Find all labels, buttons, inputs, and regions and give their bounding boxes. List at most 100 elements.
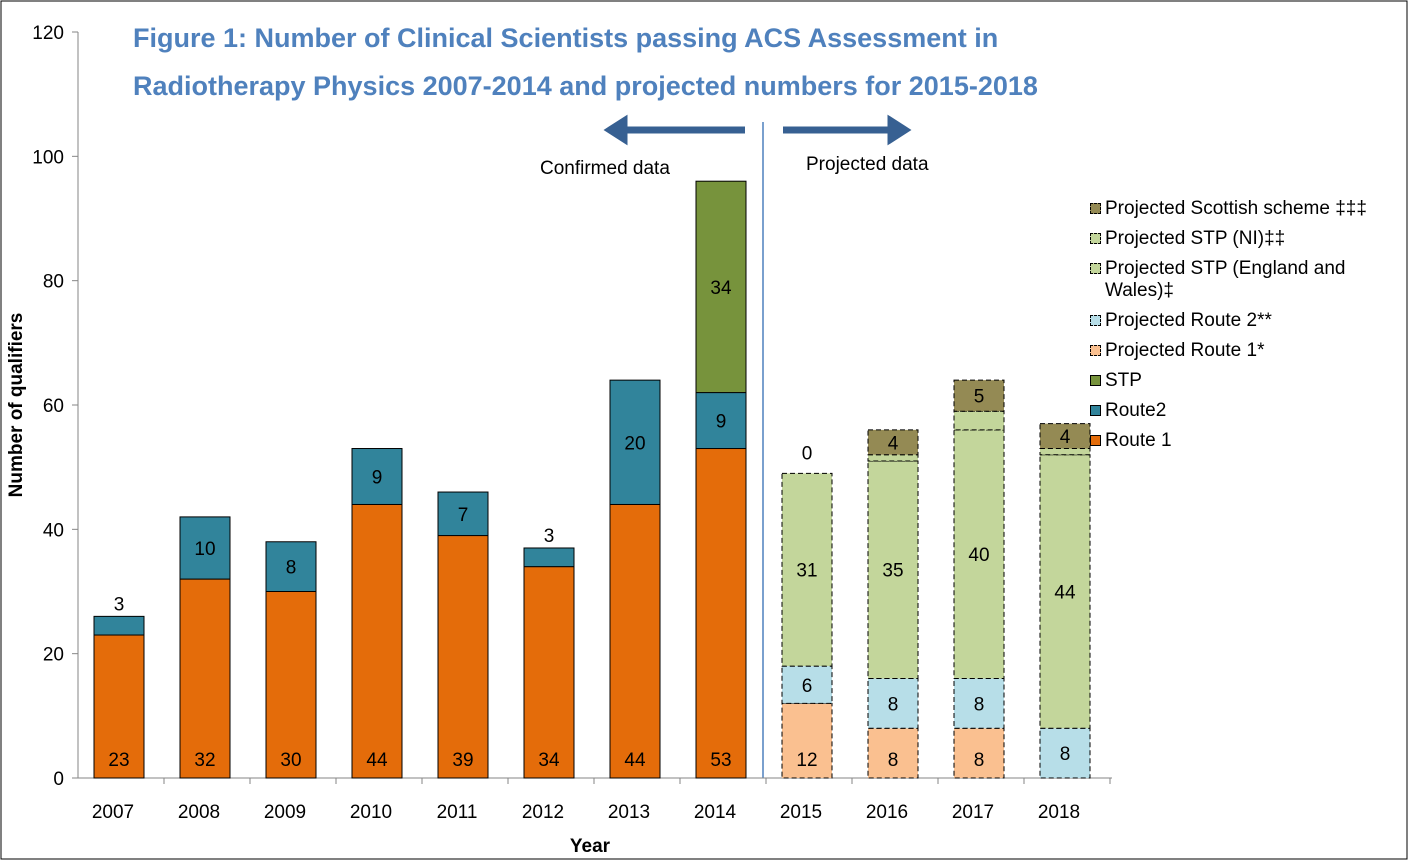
bar-segment [781, 665, 833, 704]
legend-swatch [1090, 345, 1101, 356]
bar-segment [953, 379, 1005, 412]
value-label: 35 [882, 561, 903, 582]
legend: Projected Scottish scheme ‡‡‡ Projected S… [1090, 198, 1400, 452]
x-tick-label: 2015 [780, 802, 822, 823]
y-tick-label: 60 [43, 396, 64, 417]
legend-label: Projected Scottish scheme ‡‡‡ [1105, 198, 1367, 219]
bar-segment [781, 472, 833, 667]
bar-segment [1039, 727, 1091, 779]
value-label: 12 [796, 750, 817, 771]
value-label: 4 [888, 433, 899, 454]
legend-swatch [1090, 435, 1101, 446]
x-tick-label: 2013 [608, 802, 650, 823]
legend-label: Projected STP (NI)‡‡ [1105, 228, 1286, 249]
value-label: 8 [286, 558, 297, 579]
bar-segment [437, 491, 489, 537]
x-tick-label: 2008 [178, 802, 220, 823]
bar-segment [351, 503, 403, 779]
value-label: 44 [1054, 583, 1076, 604]
bar-segment [523, 566, 575, 779]
bar-segment [953, 678, 1005, 729]
legend-swatch [1090, 375, 1101, 386]
bar-segment [867, 678, 919, 729]
legend-swatch [1090, 233, 1101, 244]
legend-label: STP [1105, 370, 1142, 391]
value-label: 23 [108, 750, 129, 771]
legend-item: Projected STP (England and Wales)‡ [1090, 258, 1380, 302]
legend-label: Projected Route 2** [1105, 310, 1272, 331]
x-axis-label: Year [570, 836, 611, 857]
value-label: 34 [538, 750, 560, 771]
value-label: 8 [1060, 744, 1071, 765]
value-label: 7 [458, 505, 469, 526]
x-tick-label: 2014 [694, 802, 737, 823]
bar-segment [179, 516, 231, 580]
value-label: 0 [802, 443, 813, 464]
legend-swatch [1090, 405, 1101, 416]
y-tick-label: 0 [53, 769, 64, 790]
bar-segment [695, 180, 747, 394]
bar-segment [179, 578, 231, 779]
legend-item: Route2 [1090, 400, 1380, 422]
x-tick-label: 2016 [866, 802, 908, 823]
legend-swatch [1090, 203, 1101, 214]
bar-segment [609, 379, 661, 505]
value-label: 44 [624, 750, 646, 771]
x-tick-label: 2010 [350, 802, 392, 823]
arrow-right [783, 114, 912, 146]
x-tick-label: 2007 [92, 802, 134, 823]
legend-item: Projected Scottish scheme ‡‡‡ [1090, 198, 1380, 220]
legend-item: Projected STP (NI)‡‡ [1090, 228, 1380, 250]
legend-label: Route 1 [1105, 430, 1172, 451]
y-tick-label: 120 [32, 23, 64, 44]
legend-label: Route2 [1105, 400, 1167, 421]
bar-segment [437, 535, 489, 779]
value-label: 8 [888, 750, 899, 771]
x-tick-label: 2017 [952, 802, 994, 823]
value-label: 10 [194, 539, 215, 560]
value-label: 8 [974, 694, 985, 715]
legend-item: STP [1090, 370, 1380, 392]
arrow-left [603, 114, 745, 146]
y-tick-label: 40 [43, 520, 64, 541]
bar-segment [93, 615, 145, 636]
value-label: 34 [710, 278, 732, 299]
value-label: 20 [624, 433, 645, 454]
bar-segment [609, 503, 661, 779]
x-tick-label: 2018 [1038, 802, 1080, 823]
legend-item: Projected Route 2** [1090, 310, 1380, 332]
bar-segment [953, 410, 1005, 431]
bar-segment [1039, 448, 1091, 456]
legend-swatch [1090, 263, 1101, 274]
bar-segment [953, 429, 1005, 680]
chart-title: Radiotherapy Physics 2007-2014 and proje… [133, 71, 1038, 101]
value-label: 3 [114, 594, 125, 615]
legend-swatch [1090, 315, 1101, 326]
bar-segment [695, 448, 747, 779]
y-tick-label: 80 [43, 272, 64, 293]
value-label: 9 [716, 412, 727, 433]
annotation: Confirmed data [540, 158, 670, 179]
value-label: 30 [280, 750, 301, 771]
value-label: 4 [1060, 427, 1071, 448]
value-label: 32 [194, 750, 215, 771]
bar-segment [523, 547, 575, 568]
value-label: 6 [802, 676, 813, 697]
bar-segment [351, 448, 403, 505]
legend-label: Projected Route 1* [1105, 340, 1265, 361]
legend-label: Projected STP (England and Wales)‡ [1105, 258, 1346, 301]
x-tick-label: 2012 [522, 802, 564, 823]
bar-segment [867, 727, 919, 779]
bar-segment [867, 429, 919, 456]
value-label: 5 [974, 387, 985, 408]
annotation: Projected data [806, 154, 929, 175]
chart-title: Figure 1: Number of Clinical Scientists … [133, 23, 998, 53]
bar-segment [265, 591, 317, 779]
value-label: 31 [796, 561, 817, 582]
value-label: 39 [452, 750, 473, 771]
y-tick-label: 100 [32, 147, 64, 168]
value-label: 9 [372, 467, 383, 488]
